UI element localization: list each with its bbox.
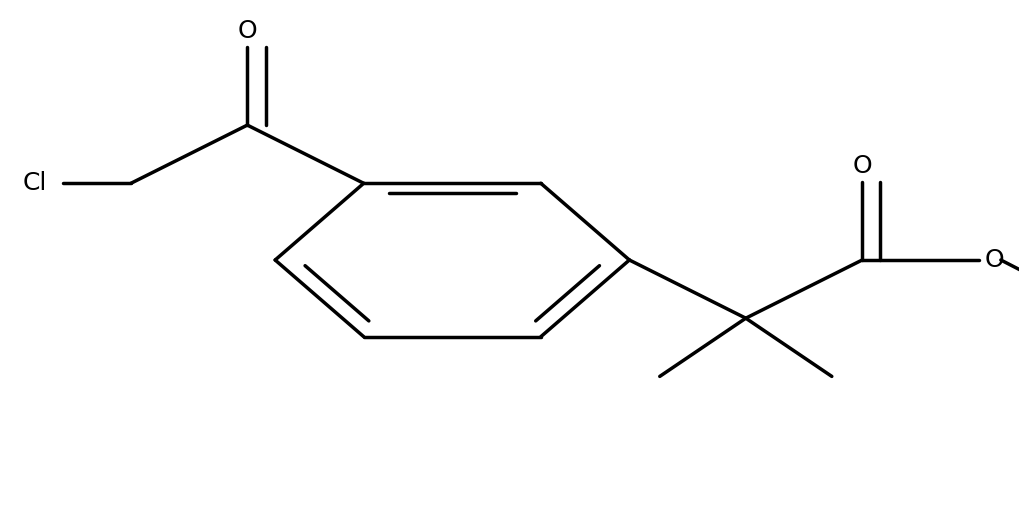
Text: O: O (237, 19, 258, 43)
Text: O: O (985, 248, 1004, 272)
Text: Cl: Cl (23, 171, 47, 196)
Text: O: O (853, 153, 872, 177)
